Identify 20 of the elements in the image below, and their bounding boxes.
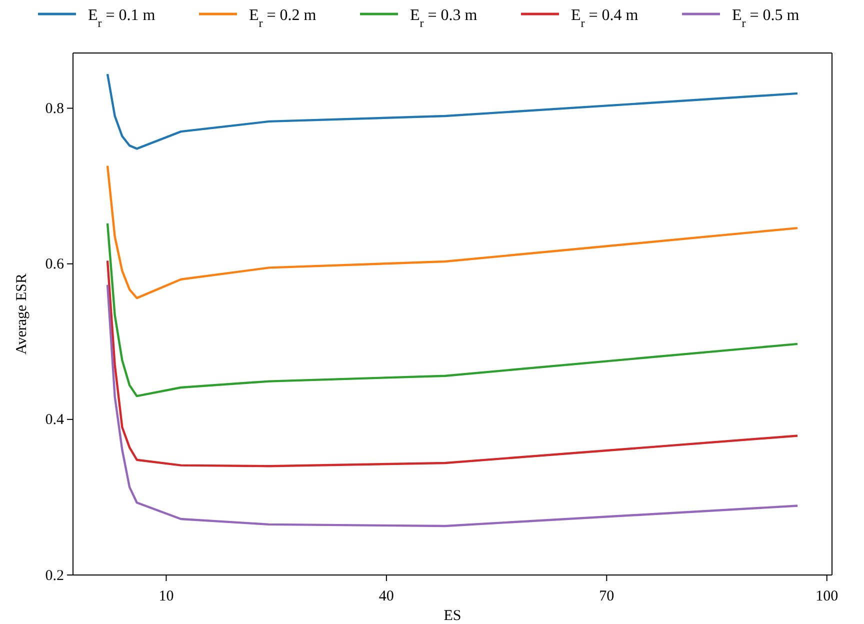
line-series [106, 72, 799, 150]
x-tick-label: 40 [378, 588, 394, 604]
legend-label: E$_{r}$ = 0.3 m [410, 7, 478, 30]
y-tick-label: 0.2 [45, 568, 64, 584]
y-tick-label: 0.6 [45, 256, 64, 273]
legend-label: E$_{r}$ = 0.5 m [732, 7, 800, 30]
x-tick-label: 70 [599, 588, 614, 604]
line-series [106, 164, 799, 300]
legend-label: E$_{r}$ = 0.4 m [571, 7, 639, 30]
line-series [106, 260, 799, 468]
x-tick-label: 100 [816, 588, 838, 604]
line-series [106, 284, 799, 528]
y-tick-label: 0.4 [45, 412, 64, 428]
x-axis-title: ES [444, 608, 462, 624]
legend-label: E$_{r}$ = 0.1 m [88, 7, 156, 30]
x-tick-label: 10 [158, 588, 174, 604]
y-tick-label: 0.8 [45, 101, 64, 118]
y-axis-title: Average ESR [14, 274, 30, 354]
line-series [106, 222, 799, 398]
legend-label: E$_{r}$ = 0.2 m [249, 7, 317, 30]
